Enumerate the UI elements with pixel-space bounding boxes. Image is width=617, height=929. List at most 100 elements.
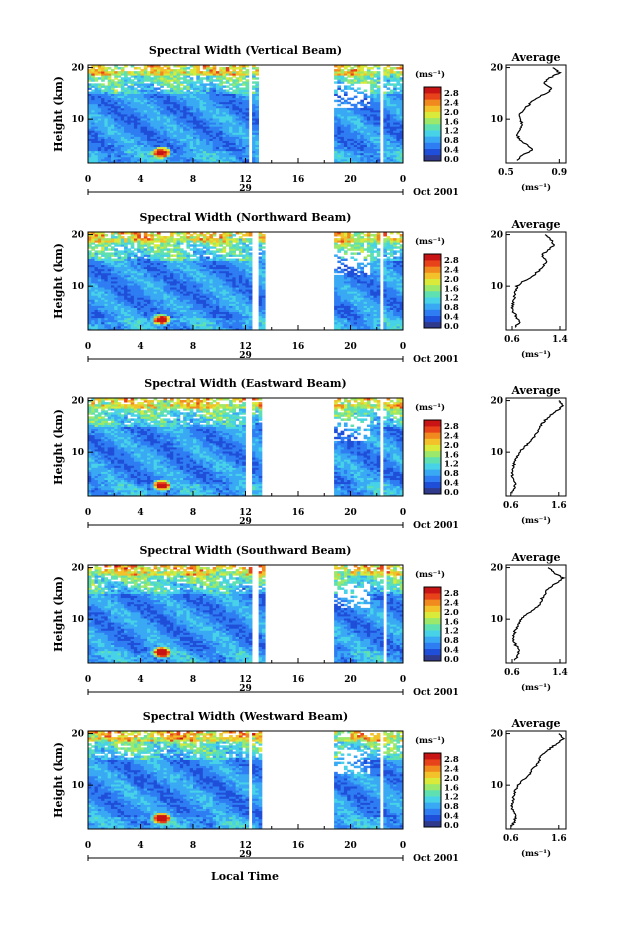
heatmap-cell	[193, 87, 197, 90]
heatmap-cell	[255, 83, 260, 86]
heatmap-cell	[235, 152, 240, 156]
heatmap-cell	[170, 114, 174, 117]
heatmap-cell	[232, 148, 237, 152]
heatmap-cell	[114, 132, 118, 135]
heatmap-cell	[176, 124, 181, 127]
heatmap-cell	[166, 109, 171, 113]
heatmap-cell	[110, 142, 115, 146]
heatmap-cell	[334, 122, 338, 125]
heatmap-cell	[173, 130, 177, 133]
colorbar-swatch	[424, 111, 441, 119]
heatmap-cell	[137, 114, 141, 117]
heatmap-cell	[130, 136, 135, 139]
heatmap-cell	[150, 97, 155, 101]
heatmap-cell	[219, 124, 223, 127]
heatmap-cell	[179, 107, 184, 111]
heatmap-cell	[219, 136, 223, 139]
heatmap-cell	[91, 75, 95, 78]
heatmap-cell	[255, 120, 260, 123]
heatmap-cell	[245, 99, 250, 103]
heatmap-cell	[229, 154, 233, 158]
heatmap-cell	[199, 140, 204, 143]
heatmap-cell	[170, 152, 174, 156]
heatmap-cell	[212, 134, 217, 137]
heatmap-cell	[206, 93, 210, 97]
heatmap-cell	[140, 130, 145, 133]
heatmap-cell	[343, 77, 348, 80]
heatmap-cell	[153, 118, 158, 121]
heatmap-cell	[219, 120, 223, 123]
heatmap-cell	[255, 109, 260, 113]
heatmap-cell	[183, 154, 187, 158]
heatmap-cell	[183, 118, 187, 121]
heatmap-cell	[245, 109, 250, 113]
heatmap-cell	[229, 73, 233, 76]
heatmap-cell	[252, 142, 256, 146]
heatmap-cell	[117, 124, 122, 127]
heatmap-cell	[91, 152, 95, 156]
heatmap-cell	[193, 118, 197, 121]
heatmap-cell	[156, 79, 161, 82]
heatmap-cell	[179, 140, 184, 143]
heatmap-cell	[186, 126, 191, 129]
heatmap-cell	[225, 138, 230, 141]
heatmap-cell	[193, 91, 197, 94]
heatmap-cell	[110, 146, 115, 150]
heatmap-cell	[193, 142, 197, 146]
heatmap-cell	[245, 103, 250, 107]
heatmap-cell	[235, 132, 240, 135]
heatmap-cell	[130, 99, 135, 103]
heatmap-cell	[137, 152, 141, 156]
heatmap-cell	[222, 140, 227, 143]
heatmap-cell	[215, 146, 220, 150]
heatmap-cell	[88, 97, 92, 101]
heatmap-cell	[166, 111, 171, 115]
heatmap-cell	[255, 144, 260, 148]
heatmap-cell	[238, 122, 243, 125]
heatmap-cell	[163, 95, 168, 99]
heatmap-cell	[242, 126, 246, 129]
profile-line	[515, 67, 562, 161]
heatmap-cell	[334, 140, 338, 143]
heatmap-cell	[193, 130, 197, 133]
heatmap-cell	[156, 158, 161, 162]
heatmap-cell	[235, 95, 240, 99]
heatmap-cell	[153, 109, 158, 113]
heatmap-cell	[389, 67, 394, 70]
heatmap-cell	[137, 140, 141, 143]
heatmap-cell	[120, 256, 125, 259]
heatmap-cell	[176, 140, 181, 143]
heatmap-cell	[202, 256, 207, 259]
heatmap-cell	[245, 120, 250, 123]
heatmap-cell	[173, 122, 177, 125]
heatmap-cell	[91, 89, 95, 92]
heatmap-cell	[176, 111, 181, 115]
heatmap-cell	[163, 111, 168, 115]
heatmap-cell	[153, 244, 158, 247]
heatmap-cell	[104, 69, 109, 72]
heatmap-cell	[215, 132, 220, 135]
heatmap-cell	[173, 89, 177, 92]
heatmap-cell	[163, 152, 168, 156]
heatmap-cell	[206, 101, 210, 105]
heatmap-cell	[235, 97, 240, 101]
heatmap-cell	[143, 160, 148, 164]
heatmap-cell	[215, 160, 220, 164]
heatmap-cell	[206, 130, 210, 133]
heatmap-cell	[334, 158, 338, 162]
heatmap-cell	[143, 156, 148, 160]
heatmap-cell	[229, 79, 233, 82]
heatmap-cell	[232, 109, 237, 113]
heatmap-cell	[173, 71, 177, 74]
heatmap-cell	[255, 136, 260, 139]
heatmap-cell	[101, 83, 105, 86]
heatmap-cell	[186, 148, 191, 152]
heatmap-cell	[137, 103, 141, 107]
heatmap-cell	[383, 67, 387, 70]
heatmap-cell	[334, 114, 338, 117]
heatmap-cell	[166, 156, 171, 160]
heatmap-cell	[238, 99, 243, 103]
heatmap-cell	[163, 132, 168, 135]
heatmap-cell	[140, 132, 145, 135]
heatmap-cell	[179, 124, 184, 127]
